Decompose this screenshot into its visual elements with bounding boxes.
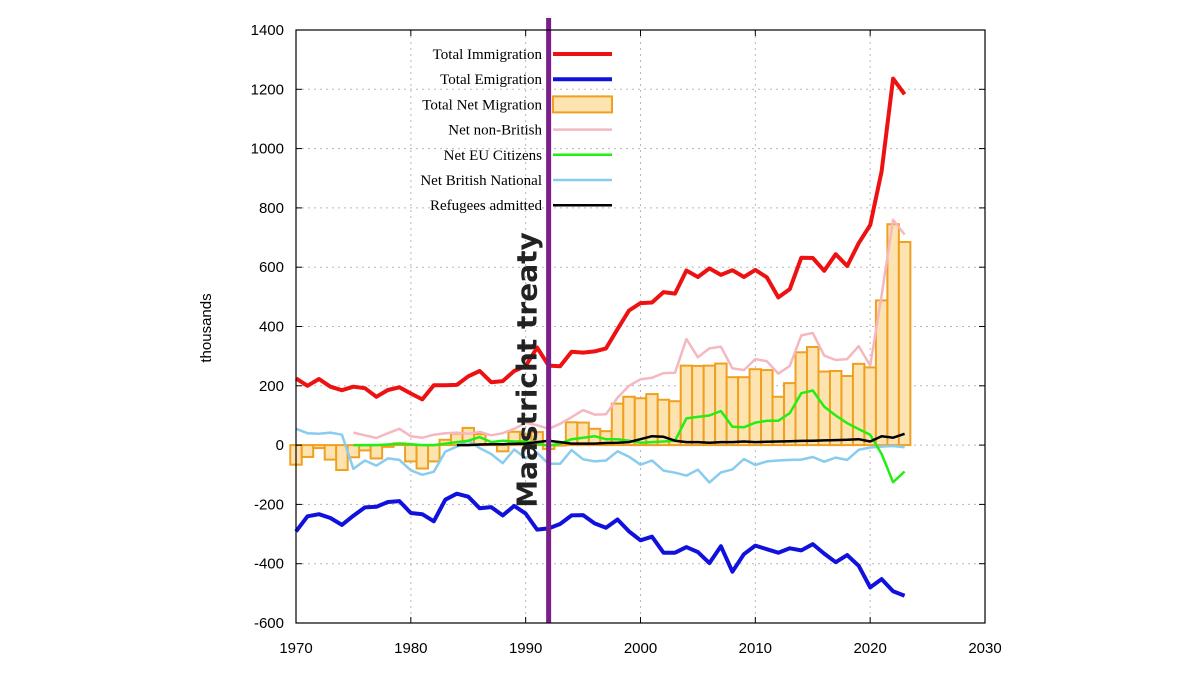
x-tick-label: 2000 <box>624 640 657 657</box>
legend-label: Refugees admitted <box>430 198 543 214</box>
net-migration-bar <box>530 431 544 447</box>
x-tick-label: 2030 <box>968 640 1001 657</box>
net-migration-bar <box>737 376 751 447</box>
x-tick-label: 1980 <box>394 640 427 657</box>
net-migration-bar <box>300 444 315 458</box>
legend-label: Net EU Citizens <box>444 148 542 164</box>
net-migration-bars <box>289 223 912 472</box>
legend-swatch <box>552 95 613 114</box>
x-tick-label: 2010 <box>739 640 772 657</box>
net-eu-citizens-line <box>353 389 906 484</box>
y-tick-label: 1200 <box>251 81 284 98</box>
x-tick-label: 1970 <box>279 640 312 657</box>
net-migration-bar <box>840 375 854 447</box>
net-migration-bar <box>427 444 441 463</box>
net-non-british-line <box>353 218 906 440</box>
series-lines <box>294 76 907 598</box>
y-axis-label: thousands <box>198 293 215 362</box>
net-migration-bar <box>714 362 728 447</box>
net-migration-bar <box>679 364 694 447</box>
total-immigration-line <box>294 76 907 402</box>
legend-label: Total Net Migration <box>422 97 542 113</box>
total-emigration-line <box>294 491 906 598</box>
y-tick-label: -400 <box>254 556 284 573</box>
net-migration-bar <box>495 444 510 453</box>
y-tick-label: 1400 <box>251 22 284 39</box>
net-migration-bar <box>576 421 590 447</box>
y-tick-label: -600 <box>254 615 284 632</box>
legend-label: Total Immigration <box>433 47 543 63</box>
y-tick-label: 0 <box>276 437 284 454</box>
legend-label: Net non-British <box>448 123 542 139</box>
y-tick-label: 1000 <box>251 141 284 158</box>
maastricht-label: Maastricht treaty <box>511 232 544 508</box>
axis-layer: 1970 1980 1990 2000 2010 2020 2030-600-400-200… <box>251 22 1002 657</box>
net-migration-bar <box>828 369 843 447</box>
y-tick-label: 400 <box>259 319 284 336</box>
x-tick-label: 2020 <box>853 640 886 657</box>
net-british-national-line <box>295 427 905 484</box>
net-migration-bar <box>760 369 774 447</box>
annotation-layer: Maastricht treaty <box>511 18 552 623</box>
net-migration-bar <box>851 362 866 447</box>
net-migration-bar <box>323 444 338 461</box>
legend-label: Net British National <box>420 173 542 189</box>
y-tick-label: -200 <box>254 496 284 513</box>
net-migration-bar <box>312 444 326 450</box>
net-migration-bar <box>886 223 900 447</box>
legend-label: Total Emigration <box>440 72 542 88</box>
refugees-admitted-line <box>456 432 906 447</box>
net-migration-bar <box>691 364 705 447</box>
x-tick-label: 1990 <box>509 640 542 657</box>
net-migration-bar <box>748 368 763 447</box>
net-migration-bar <box>622 395 636 447</box>
net-migration-bar <box>897 240 912 447</box>
y-tick-label: 600 <box>259 259 284 276</box>
net-migration-bar <box>404 444 418 463</box>
net-migration-bar <box>702 364 717 447</box>
legend: Total Immigration Total Emigration Total N… <box>420 47 613 214</box>
y-tick-label: 800 <box>259 200 284 217</box>
y-tick-label: 200 <box>259 378 284 395</box>
net-migration-bar <box>725 376 740 447</box>
net-migration-bar <box>415 444 430 470</box>
net-migration-bar <box>369 444 384 460</box>
